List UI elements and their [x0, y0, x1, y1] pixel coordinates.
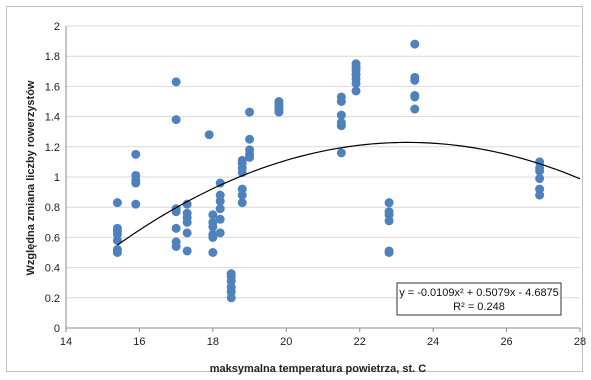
data-point: [131, 178, 141, 188]
data-point: [237, 190, 247, 200]
y-tick-label: 1.4: [45, 112, 60, 124]
data-point: [182, 228, 192, 238]
data-point: [131, 149, 141, 159]
data-point: [171, 241, 181, 251]
y-tick-label: 1: [54, 172, 60, 184]
x-tick-label: 28: [574, 336, 586, 348]
x-tick-label: 22: [354, 336, 366, 348]
data-point: [182, 199, 192, 209]
data-point: [171, 207, 181, 217]
x-tick-label: 20: [280, 336, 292, 348]
data-points: [112, 39, 545, 303]
data-point: [336, 121, 346, 131]
y-tick-label: 1.2: [45, 142, 60, 154]
data-point: [112, 235, 122, 245]
data-point: [384, 198, 394, 208]
x-tick-label: 14: [60, 336, 72, 348]
trendline-group: [117, 141, 581, 246]
data-point: [112, 248, 122, 257]
data-point: [204, 130, 214, 140]
y-tick-label: 0.2: [45, 293, 60, 305]
y-tick-label: 1.8: [45, 51, 60, 63]
data-point: [535, 174, 545, 184]
trendline-equation: y = -0.0109x² + 0.5079x - 4.6875: [399, 287, 559, 299]
data-point: [336, 148, 346, 158]
data-point: [237, 198, 247, 208]
tick-labels: 0 0.2 0.4 0.6 0.8 1 1.2 1.4 1.6 1.8 2 14 16 18 20 22 24 2…: [45, 21, 586, 348]
data-point: [171, 115, 181, 125]
data-point: [171, 77, 181, 87]
data-point: [410, 104, 420, 114]
x-tick-label: 24: [427, 336, 439, 348]
y-axis-title: Względna zmiana liczby rowerzystów: [25, 80, 37, 275]
x-axis-title: maksymalna temperatura powietrza, st. C: [210, 363, 426, 375]
gridlines: [66, 25, 580, 299]
data-point: [245, 152, 255, 162]
data-point: [131, 199, 141, 209]
data-point: [274, 107, 284, 117]
x-tick-label: 16: [133, 336, 145, 348]
data-point: [351, 86, 361, 96]
data-point: [336, 97, 346, 106]
data-point: [410, 75, 420, 85]
equation-box-border: [396, 282, 562, 316]
data-point: [245, 107, 255, 117]
y-tick-label: 0.6: [45, 232, 60, 244]
y-tick-label: 1.6: [45, 81, 60, 93]
data-point: [410, 39, 420, 49]
data-point: [208, 222, 218, 232]
data-point: [226, 293, 236, 303]
data-point: [215, 196, 225, 206]
data-point: [215, 204, 225, 214]
y-tick-label: 2: [54, 21, 60, 33]
y-tick-label: 0: [54, 323, 60, 335]
data-point: [112, 198, 122, 208]
data-point: [208, 248, 218, 257]
x-tick-label: 18: [207, 336, 219, 348]
trendline: [117, 141, 581, 246]
data-point: [182, 217, 192, 227]
data-point: [215, 214, 225, 224]
data-point: [384, 216, 394, 226]
axes: [65, 26, 581, 332]
data-point: [215, 178, 225, 188]
data-point: [336, 110, 346, 120]
data-point: [351, 78, 361, 88]
x-tick-label: 26: [500, 336, 512, 348]
data-point: [535, 166, 545, 176]
y-tick-label: 0.4: [45, 263, 60, 275]
data-point: [410, 92, 420, 102]
data-point: [215, 228, 225, 238]
equation-box: y = -0.0109x² + 0.5079x - 4.6875 R² = 0.…: [396, 282, 562, 316]
y-tick-label: 0.8: [45, 202, 60, 214]
data-point: [384, 248, 394, 257]
data-point: [171, 223, 181, 233]
data-point: [245, 134, 255, 144]
data-point: [208, 232, 218, 242]
data-point: [208, 210, 218, 220]
r-squared: R² = 0.248: [453, 301, 505, 313]
data-point: [535, 190, 545, 200]
data-point: [182, 246, 192, 256]
